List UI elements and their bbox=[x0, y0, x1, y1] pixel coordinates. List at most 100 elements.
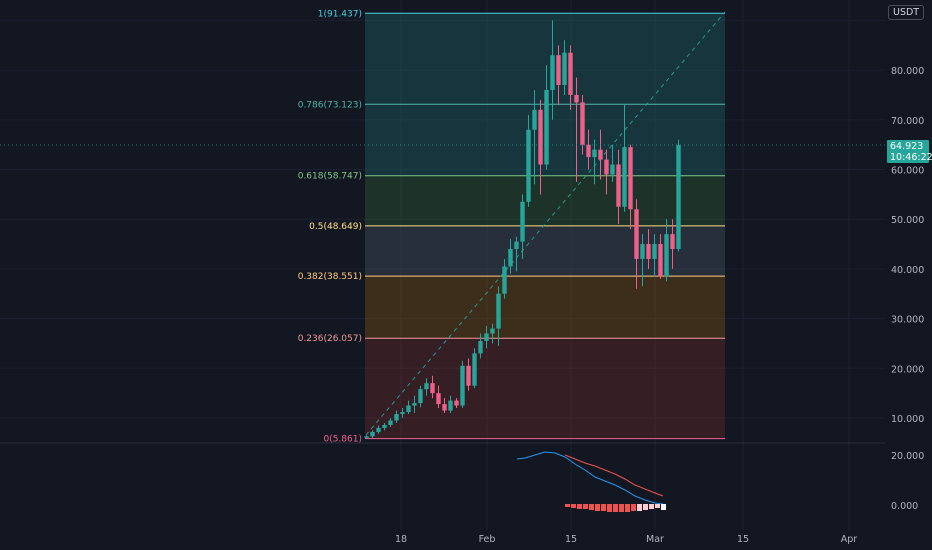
candle-body bbox=[526, 129, 531, 202]
osc-histogram-bar bbox=[643, 504, 648, 510]
candle-body bbox=[490, 328, 495, 334]
candle-body bbox=[496, 293, 501, 329]
candle-body bbox=[430, 383, 435, 394]
x-tick-label: 15 bbox=[565, 534, 577, 545]
x-tick-label: Apr bbox=[841, 534, 858, 545]
candle-body bbox=[370, 431, 375, 437]
candle-body bbox=[586, 144, 591, 158]
candle-body bbox=[538, 109, 543, 165]
fib-label: 0.382(38.551) bbox=[298, 272, 362, 282]
osc-histogram-bar bbox=[613, 504, 618, 512]
candle-body bbox=[616, 164, 621, 207]
osc-histogram-bar bbox=[625, 504, 630, 512]
candle-body bbox=[568, 52, 573, 95]
y-tick-label: 50.000 bbox=[891, 215, 924, 226]
fib-label: 0.5(48.649) bbox=[309, 222, 362, 232]
x-tick-label: 18 bbox=[395, 534, 407, 545]
last-price-value: 64.923 bbox=[890, 141, 924, 152]
fib-label: 0.618(58.747) bbox=[298, 172, 362, 182]
fib-zone bbox=[365, 175, 725, 226]
y-tick-label: 70.000 bbox=[891, 116, 924, 127]
fib-label: 1(91.437) bbox=[318, 9, 362, 19]
oscillator bbox=[516, 451, 666, 512]
candle-body bbox=[382, 424, 387, 428]
candle-body bbox=[646, 244, 651, 259]
candle-body bbox=[598, 149, 603, 160]
candle-body bbox=[514, 241, 519, 250]
y-tick-label: 20.000 bbox=[891, 364, 924, 375]
osc-histogram-bar bbox=[619, 504, 624, 512]
fib-zone bbox=[365, 13, 725, 105]
osc-histogram-bar bbox=[631, 504, 636, 511]
osc-histogram-bar bbox=[583, 504, 588, 509]
candle-body bbox=[634, 209, 639, 259]
candle-body bbox=[412, 403, 417, 406]
fib-label: 0.786(73.123) bbox=[298, 100, 362, 110]
last-price-badge: 64.923 10:46:22 bbox=[887, 140, 932, 163]
candle-body bbox=[604, 159, 609, 175]
bar-countdown: 10:46:22 bbox=[890, 152, 932, 163]
candles bbox=[364, 20, 681, 439]
osc-histogram-bar bbox=[565, 504, 570, 507]
osc-histogram-bar bbox=[595, 504, 600, 511]
candle-body bbox=[508, 249, 513, 267]
x-axis: 18 Feb 15 Mar 15 Apr bbox=[395, 534, 857, 545]
candle-body bbox=[520, 201, 525, 242]
osc-tick-label: 20.000 bbox=[891, 451, 924, 462]
fib-zone bbox=[365, 338, 725, 439]
candle-body bbox=[544, 89, 549, 165]
y-tick-label: 60.000 bbox=[891, 166, 924, 177]
candle-body bbox=[448, 400, 453, 411]
candle-body bbox=[478, 340, 483, 354]
candle-body bbox=[484, 333, 489, 341]
candle-body bbox=[580, 102, 585, 145]
candle-body bbox=[622, 147, 627, 207]
candle-body bbox=[592, 149, 597, 158]
osc-histogram-bar bbox=[607, 504, 612, 512]
candle-body bbox=[562, 52, 567, 86]
candle-body bbox=[472, 353, 477, 386]
osc-histogram-bar bbox=[589, 504, 594, 510]
y-tick-label: 10.000 bbox=[891, 414, 924, 425]
currency-tag: USDT bbox=[888, 5, 925, 20]
fib-labels: 1(91.437) 0.786(73.123) 0.618(58.747) 0.5(4… bbox=[298, 9, 362, 444]
y-tick-label: 30.000 bbox=[891, 315, 924, 326]
candle-body bbox=[418, 389, 423, 404]
candle-body bbox=[442, 404, 447, 411]
candle-body bbox=[436, 393, 441, 405]
x-tick-label: 15 bbox=[737, 534, 749, 545]
candle-body bbox=[532, 109, 537, 130]
osc-tick-label: 0.000 bbox=[891, 501, 918, 512]
candle-body bbox=[502, 266, 507, 294]
x-tick-label: Feb bbox=[479, 534, 496, 545]
y-axis: 10.000 20.000 30.000 40.000 50.000 60.000 70.0… bbox=[891, 66, 924, 512]
candle-body bbox=[406, 405, 411, 413]
osc-histogram-bar bbox=[601, 504, 606, 511]
candle-body bbox=[670, 234, 675, 250]
candle-body bbox=[454, 400, 459, 406]
candle-body bbox=[466, 365, 471, 386]
candle-body bbox=[640, 244, 645, 259]
y-tick-label: 80.000 bbox=[891, 66, 924, 77]
candle-body bbox=[460, 365, 465, 406]
osc-line-fast bbox=[516, 451, 664, 505]
candle-body bbox=[388, 420, 393, 425]
osc-histogram-bar bbox=[571, 504, 576, 508]
fib-zone bbox=[365, 225, 725, 277]
candle-body bbox=[394, 414, 399, 421]
candle-body bbox=[376, 427, 381, 432]
candle-body bbox=[658, 244, 663, 277]
candle-body bbox=[550, 55, 555, 90]
osc-histogram-bar bbox=[649, 504, 654, 509]
osc-histogram-bar bbox=[577, 504, 582, 509]
candle-body bbox=[664, 234, 669, 277]
candle-body bbox=[556, 55, 561, 86]
candle-body bbox=[400, 412, 405, 415]
fib-label: 0.236(26.057) bbox=[298, 334, 362, 344]
candle-body bbox=[652, 244, 657, 259]
osc-line-slow bbox=[564, 454, 664, 497]
fib-label: 0(5.861) bbox=[323, 435, 362, 445]
candle-body bbox=[610, 164, 615, 175]
osc-histogram-bar bbox=[655, 504, 660, 508]
